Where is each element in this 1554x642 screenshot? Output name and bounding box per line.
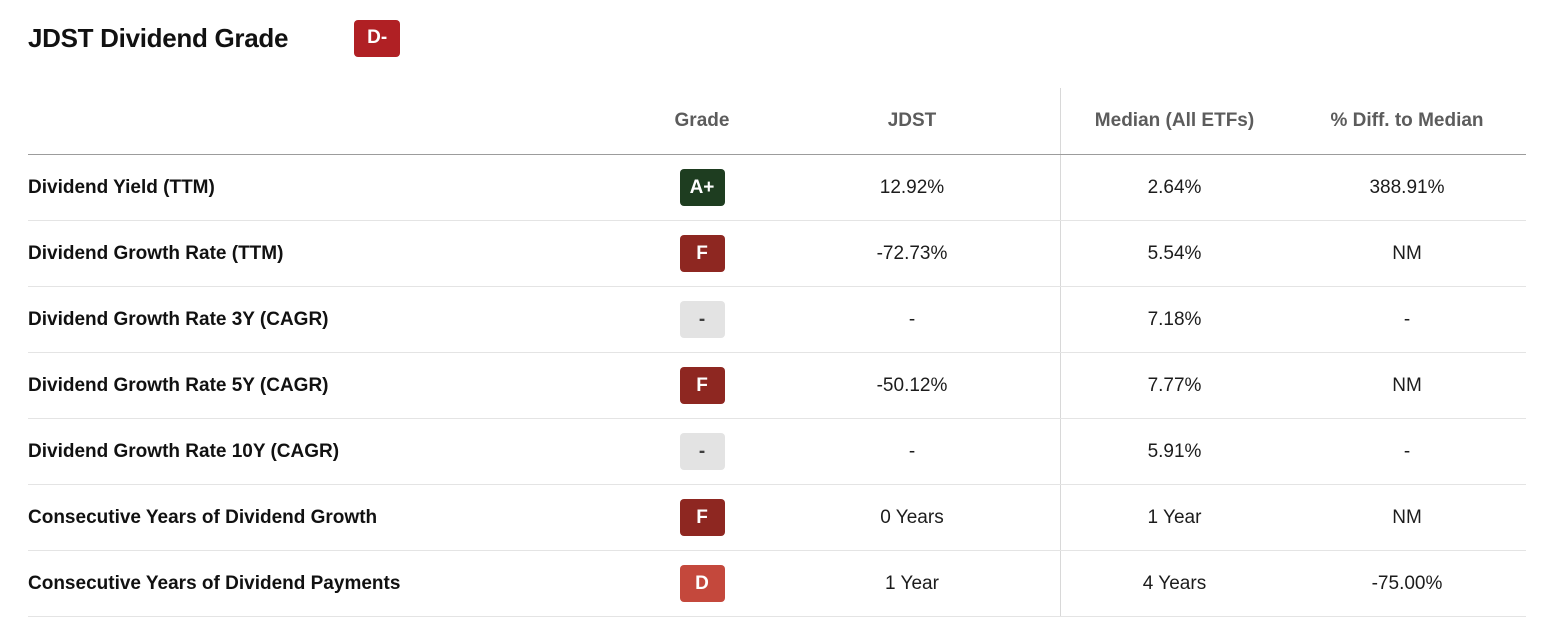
column-header-diff: % Diff. to Median [1330,110,1484,131]
table-row-dividend-yield-ttm: Dividend Yield (TTM) A+ 12.92% 2.64% 388… [28,155,1526,221]
grade-cell: - [640,433,764,470]
table-row-consecutive-years-growth: Consecutive Years of Dividend Growth F 0… [28,485,1526,551]
diff-value: - [1403,440,1411,462]
metric-label: Dividend Growth Rate 5Y (CAGR) [28,374,329,396]
dividend-grades-table: Grade JDST Median (All ETFs) % Diff. to … [28,88,1526,617]
grade-badge[interactable]: F [679,367,725,404]
median-value: 1 Year [1060,485,1288,550]
grade-badge[interactable]: - [679,433,725,470]
dividend-grade-card: JDST Dividend Grade D- Grade JDST Median… [28,16,1526,617]
grade-cell: A+ [640,169,764,206]
column-header-median: Median (All ETFs) [1060,88,1288,154]
grade-cell: D [640,565,764,602]
metric-label: Dividend Growth Rate 3Y (CAGR) [28,308,329,330]
diff-value: NM [1392,506,1422,528]
grade-cell: - [640,301,764,338]
ticker-value: 1 Year [885,572,939,594]
metric-label: Dividend Growth Rate 10Y (CAGR) [28,440,340,462]
median-value: 7.18% [1060,287,1288,352]
table-row-dividend-growth-3y: Dividend Growth Rate 3Y (CAGR) - - 7.18%… [28,287,1526,353]
diff-value: NM [1392,242,1422,264]
grade-cell: F [640,367,764,404]
grade-badge[interactable]: D [679,565,725,602]
median-value: 5.54% [1060,221,1288,286]
ticker-value: 12.92% [879,176,945,198]
column-header-grade: Grade [674,110,730,131]
grade-cell: F [640,499,764,536]
card-header: JDST Dividend Grade D- [28,16,1526,60]
grade-badge[interactable]: A+ [679,169,725,206]
diff-value: - [1403,308,1411,330]
column-header-ticker: JDST [887,110,937,131]
diff-value: NM [1392,374,1422,396]
ticker-value: - [908,440,916,462]
table-header-row: Grade JDST Median (All ETFs) % Diff. to … [28,88,1526,155]
diff-value: -75.00% [1371,572,1443,594]
ticker-value: - [908,308,916,330]
grade-badge[interactable]: F [679,499,725,536]
grade-cell: F [640,235,764,272]
grade-badge[interactable]: - [679,301,725,338]
metric-label: Dividend Yield (TTM) [28,176,215,198]
ticker-value: -50.12% [876,374,948,396]
table-row-dividend-growth-ttm: Dividend Growth Rate (TTM) F -72.73% 5.5… [28,221,1526,287]
median-value: 5.91% [1060,419,1288,484]
page-title: JDST Dividend Grade [28,22,289,53]
metric-label: Dividend Growth Rate (TTM) [28,242,284,264]
metric-label: Consecutive Years of Dividend Payments [28,572,401,594]
median-value: 2.64% [1060,155,1288,220]
ticker-value: -72.73% [876,242,948,264]
table-row-dividend-growth-5y: Dividend Growth Rate 5Y (CAGR) F -50.12%… [28,353,1526,419]
ticker-value: 0 Years [880,506,944,528]
median-value: 7.77% [1060,353,1288,418]
table-row-dividend-growth-10y: Dividend Growth Rate 10Y (CAGR) - - 5.91… [28,419,1526,485]
metric-label: Consecutive Years of Dividend Growth [28,506,378,528]
grade-badge[interactable]: F [679,235,725,272]
diff-value: 388.91% [1369,176,1445,198]
median-value: 4 Years [1060,551,1288,616]
overall-grade-badge[interactable]: D- [354,19,401,57]
table-row-consecutive-years-payments: Consecutive Years of Dividend Payments D… [28,551,1526,617]
